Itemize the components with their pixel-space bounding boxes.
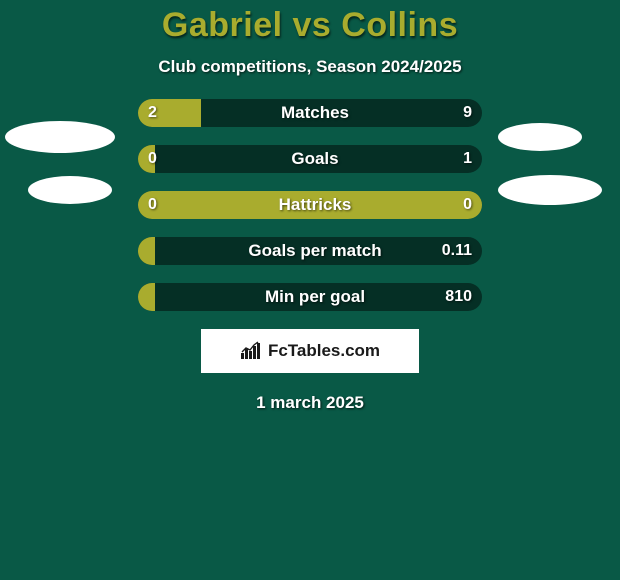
stat-label: Goals per match [5,237,620,265]
stat-value-left: 0 [148,145,157,173]
stat-value-right: 810 [445,283,472,311]
stat-value-right: 1 [463,145,472,173]
team-badge-placeholder [498,123,582,151]
team-badge-placeholder [5,121,115,153]
stat-row: Min per goal810 [0,283,620,311]
stat-row: Goals per match0.11 [0,237,620,265]
bar-chart-icon [240,341,262,361]
stat-value-right: 0 [463,191,472,219]
attribution-box: FcTables.com [201,329,419,373]
stat-value-left: 2 [148,99,157,127]
team-badge-placeholder [28,176,112,204]
stat-label: Min per goal [5,283,620,311]
subtitle: Club competitions, Season 2024/2025 [0,57,620,77]
attribution-text: FcTables.com [268,341,380,361]
comparison-infographic: Gabriel vs Collins Club competitions, Se… [0,0,620,580]
team-badge-placeholder [498,175,602,205]
stat-value-left: 0 [148,191,157,219]
stat-value-right: 9 [463,99,472,127]
date-text: 1 march 2025 [0,393,620,413]
stat-value-right: 0.11 [442,237,472,265]
page-title: Gabriel vs Collins [0,6,620,45]
